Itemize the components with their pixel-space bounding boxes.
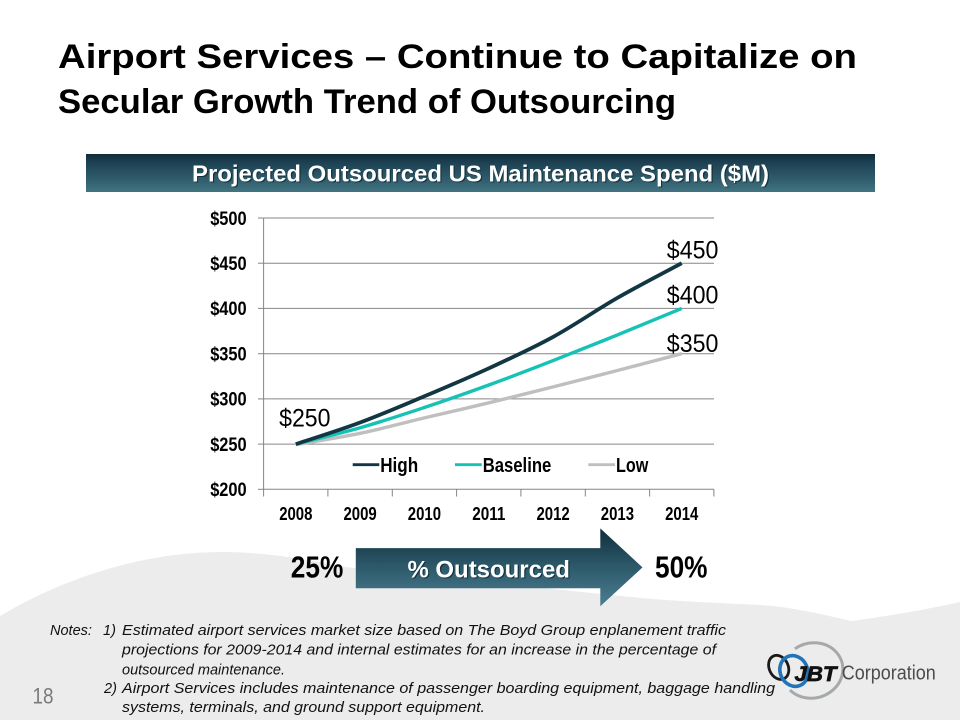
svg-text:Secular Growth Trend of Outsou: Secular Growth Trend of Outsourcing <box>58 83 676 121</box>
svg-text:2014: 2014 <box>665 504 698 524</box>
svg-text:% Outsourced: % Outsourced <box>409 558 572 585</box>
svg-text:2009: 2009 <box>344 504 377 524</box>
svg-text:2008: 2008 <box>279 504 312 524</box>
svg-text:2013: 2013 <box>601 504 634 524</box>
svg-text:systems, terminals, and ground: systems, terminals, and ground support e… <box>122 700 485 716</box>
svg-text:2012: 2012 <box>537 504 570 524</box>
svg-text:$450: $450 <box>210 254 247 275</box>
svg-text:2): 2) <box>103 681 117 697</box>
svg-text:$400: $400 <box>667 282 719 310</box>
svg-text:outsourced maintenance.: outsourced maintenance. <box>122 662 285 678</box>
svg-text:Notes:: Notes: <box>50 623 92 639</box>
svg-text:$350: $350 <box>210 345 247 366</box>
svg-text:$200: $200 <box>210 480 247 501</box>
svg-text:High: High <box>380 455 418 477</box>
svg-text:$250: $250 <box>210 435 247 456</box>
svg-text:Airport Services includes main: Airport Services includes maintenance of… <box>121 681 775 697</box>
svg-text:50%: 50% <box>655 550 708 585</box>
svg-text:Projected Outsourced US Mainte: Projected Outsourced US Maintenance Spen… <box>192 161 769 187</box>
svg-text:$300: $300 <box>210 390 247 411</box>
svg-text:Estimated airport services mar: Estimated airport services market size b… <box>122 623 727 639</box>
svg-text:25%: 25% <box>291 550 344 585</box>
svg-text:$500: $500 <box>210 209 247 230</box>
svg-text:Corporation: Corporation <box>842 662 936 685</box>
svg-text:% Outsourced: % Outsourced <box>407 557 570 584</box>
svg-text:Low: Low <box>616 455 649 477</box>
svg-text:1): 1) <box>103 623 116 639</box>
svg-text:2010: 2010 <box>408 504 441 524</box>
svg-text:Projected Outsourced US Mainte: Projected Outsourced US Maintenance Spen… <box>193 162 770 188</box>
svg-text:2011: 2011 <box>472 504 505 524</box>
svg-text:$250: $250 <box>279 405 330 433</box>
svg-text:JBT: JBT <box>795 662 839 686</box>
svg-text:$400: $400 <box>210 299 247 320</box>
svg-text:$450: $450 <box>667 236 719 264</box>
svg-text:Airport Services – Continue to: Airport Services – Continue to Capitaliz… <box>58 38 857 76</box>
svg-text:$350: $350 <box>667 330 719 358</box>
svg-text:projections for 2009-2014 and: projections for 2009-2014 and internal e… <box>121 643 718 659</box>
svg-text:18: 18 <box>33 683 54 708</box>
svg-text:Baseline: Baseline <box>483 455 552 477</box>
